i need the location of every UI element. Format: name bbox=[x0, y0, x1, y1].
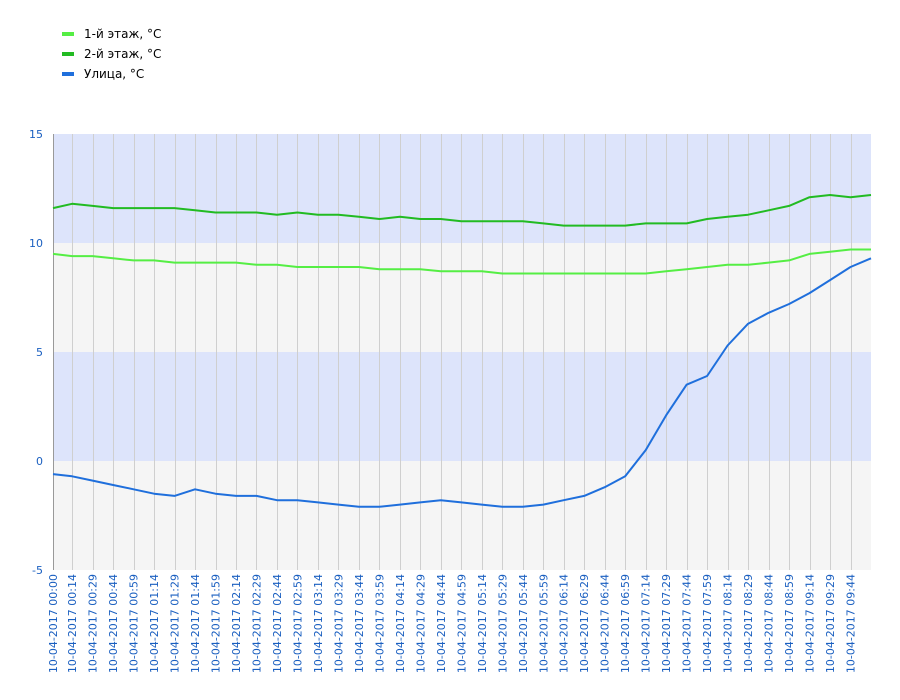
x-tick-label: 10-04-2017 07:59 bbox=[701, 574, 714, 673]
y-tick-label: 5 bbox=[36, 346, 43, 359]
legend-swatch bbox=[62, 72, 74, 76]
x-tick-label: 10-04-2017 06:29 bbox=[578, 574, 591, 673]
x-tick-label: 10-04-2017 07:29 bbox=[660, 574, 673, 673]
legend-label: 1-й этаж, °C bbox=[84, 27, 162, 41]
legend-swatch bbox=[62, 52, 74, 56]
y-tick-label: 0 bbox=[36, 455, 43, 468]
x-tick-label: 10-04-2017 08:59 bbox=[783, 574, 796, 673]
legend-item: 2-й этаж, °C bbox=[62, 44, 161, 64]
x-tick-label: 10-04-2017 03:14 bbox=[312, 574, 325, 673]
x-tick-label: 10-04-2017 05:29 bbox=[496, 574, 509, 673]
legend-item: Улица, °C bbox=[62, 64, 161, 84]
x-tick-label: 10-04-2017 08:44 bbox=[763, 574, 776, 673]
y-tick-label: -5 bbox=[32, 564, 43, 577]
x-tick-label: 10-04-2017 01:59 bbox=[210, 574, 223, 673]
x-tick-label: 10-04-2017 08:29 bbox=[742, 574, 755, 673]
x-tick-label: 10-04-2017 01:44 bbox=[189, 574, 202, 673]
legend: 1-й этаж, °C 2-й этаж, °C Улица, °C bbox=[62, 24, 161, 84]
legend-label: Улица, °C bbox=[84, 67, 145, 81]
x-tick-label: 10-04-2017 06:59 bbox=[619, 574, 632, 673]
series-line bbox=[52, 257, 872, 508]
x-tick-label: 10-04-2017 02:59 bbox=[291, 574, 304, 673]
x-tick-label: 10-04-2017 05:44 bbox=[517, 574, 530, 673]
x-tick-label: 10-04-2017 05:59 bbox=[537, 574, 550, 673]
x-tick-label: 10-04-2017 09:14 bbox=[804, 574, 817, 673]
x-tick-label: 10-04-2017 07:14 bbox=[640, 574, 653, 673]
x-tick-label: 10-04-2017 05:14 bbox=[476, 574, 489, 673]
x-tick-label: 10-04-2017 01:14 bbox=[148, 574, 161, 673]
x-tick-label: 10-04-2017 00:29 bbox=[87, 574, 100, 673]
x-tick-label: 10-04-2017 09:29 bbox=[824, 574, 837, 673]
x-tick-label: 10-04-2017 00:14 bbox=[66, 574, 79, 673]
x-tick-label: 10-04-2017 09:44 bbox=[845, 574, 858, 673]
x-tick-label: 10-04-2017 04:44 bbox=[435, 574, 448, 673]
x-tick-label: 10-04-2017 04:14 bbox=[394, 574, 407, 673]
legend-swatch bbox=[62, 32, 74, 36]
x-tick-label: 10-04-2017 02:14 bbox=[230, 574, 243, 673]
x-tick-label: 10-04-2017 00:00 bbox=[47, 574, 60, 673]
series-line bbox=[52, 194, 872, 227]
x-tick-label: 10-04-2017 06:44 bbox=[599, 574, 612, 673]
x-tick-label: 10-04-2017 00:59 bbox=[128, 574, 141, 673]
x-tick-label: 10-04-2017 04:29 bbox=[414, 574, 427, 673]
x-tick-label: 10-04-2017 08:14 bbox=[722, 574, 735, 673]
y-tick-label: 10 bbox=[29, 237, 43, 250]
x-tick-label: 10-04-2017 04:59 bbox=[455, 574, 468, 673]
x-tick-label: 10-04-2017 03:29 bbox=[332, 574, 345, 673]
x-tick-label: 10-04-2017 03:59 bbox=[373, 574, 386, 673]
x-tick-label: 10-04-2017 02:29 bbox=[250, 574, 263, 673]
y-tick-label: 15 bbox=[29, 128, 43, 141]
x-tick-label: 10-04-2017 00:44 bbox=[107, 574, 120, 673]
legend-item: 1-й этаж, °C bbox=[62, 24, 161, 44]
x-tick-label: 10-04-2017 01:29 bbox=[169, 574, 182, 673]
x-tick-label: 10-04-2017 02:44 bbox=[271, 574, 284, 673]
x-tick-label: 10-04-2017 06:14 bbox=[558, 574, 571, 673]
x-tick-label: 10-04-2017 03:44 bbox=[353, 574, 366, 673]
x-tick-label: 10-04-2017 07:44 bbox=[681, 574, 694, 673]
series-line bbox=[52, 248, 871, 275]
legend-label: 2-й этаж, °C bbox=[84, 47, 162, 61]
